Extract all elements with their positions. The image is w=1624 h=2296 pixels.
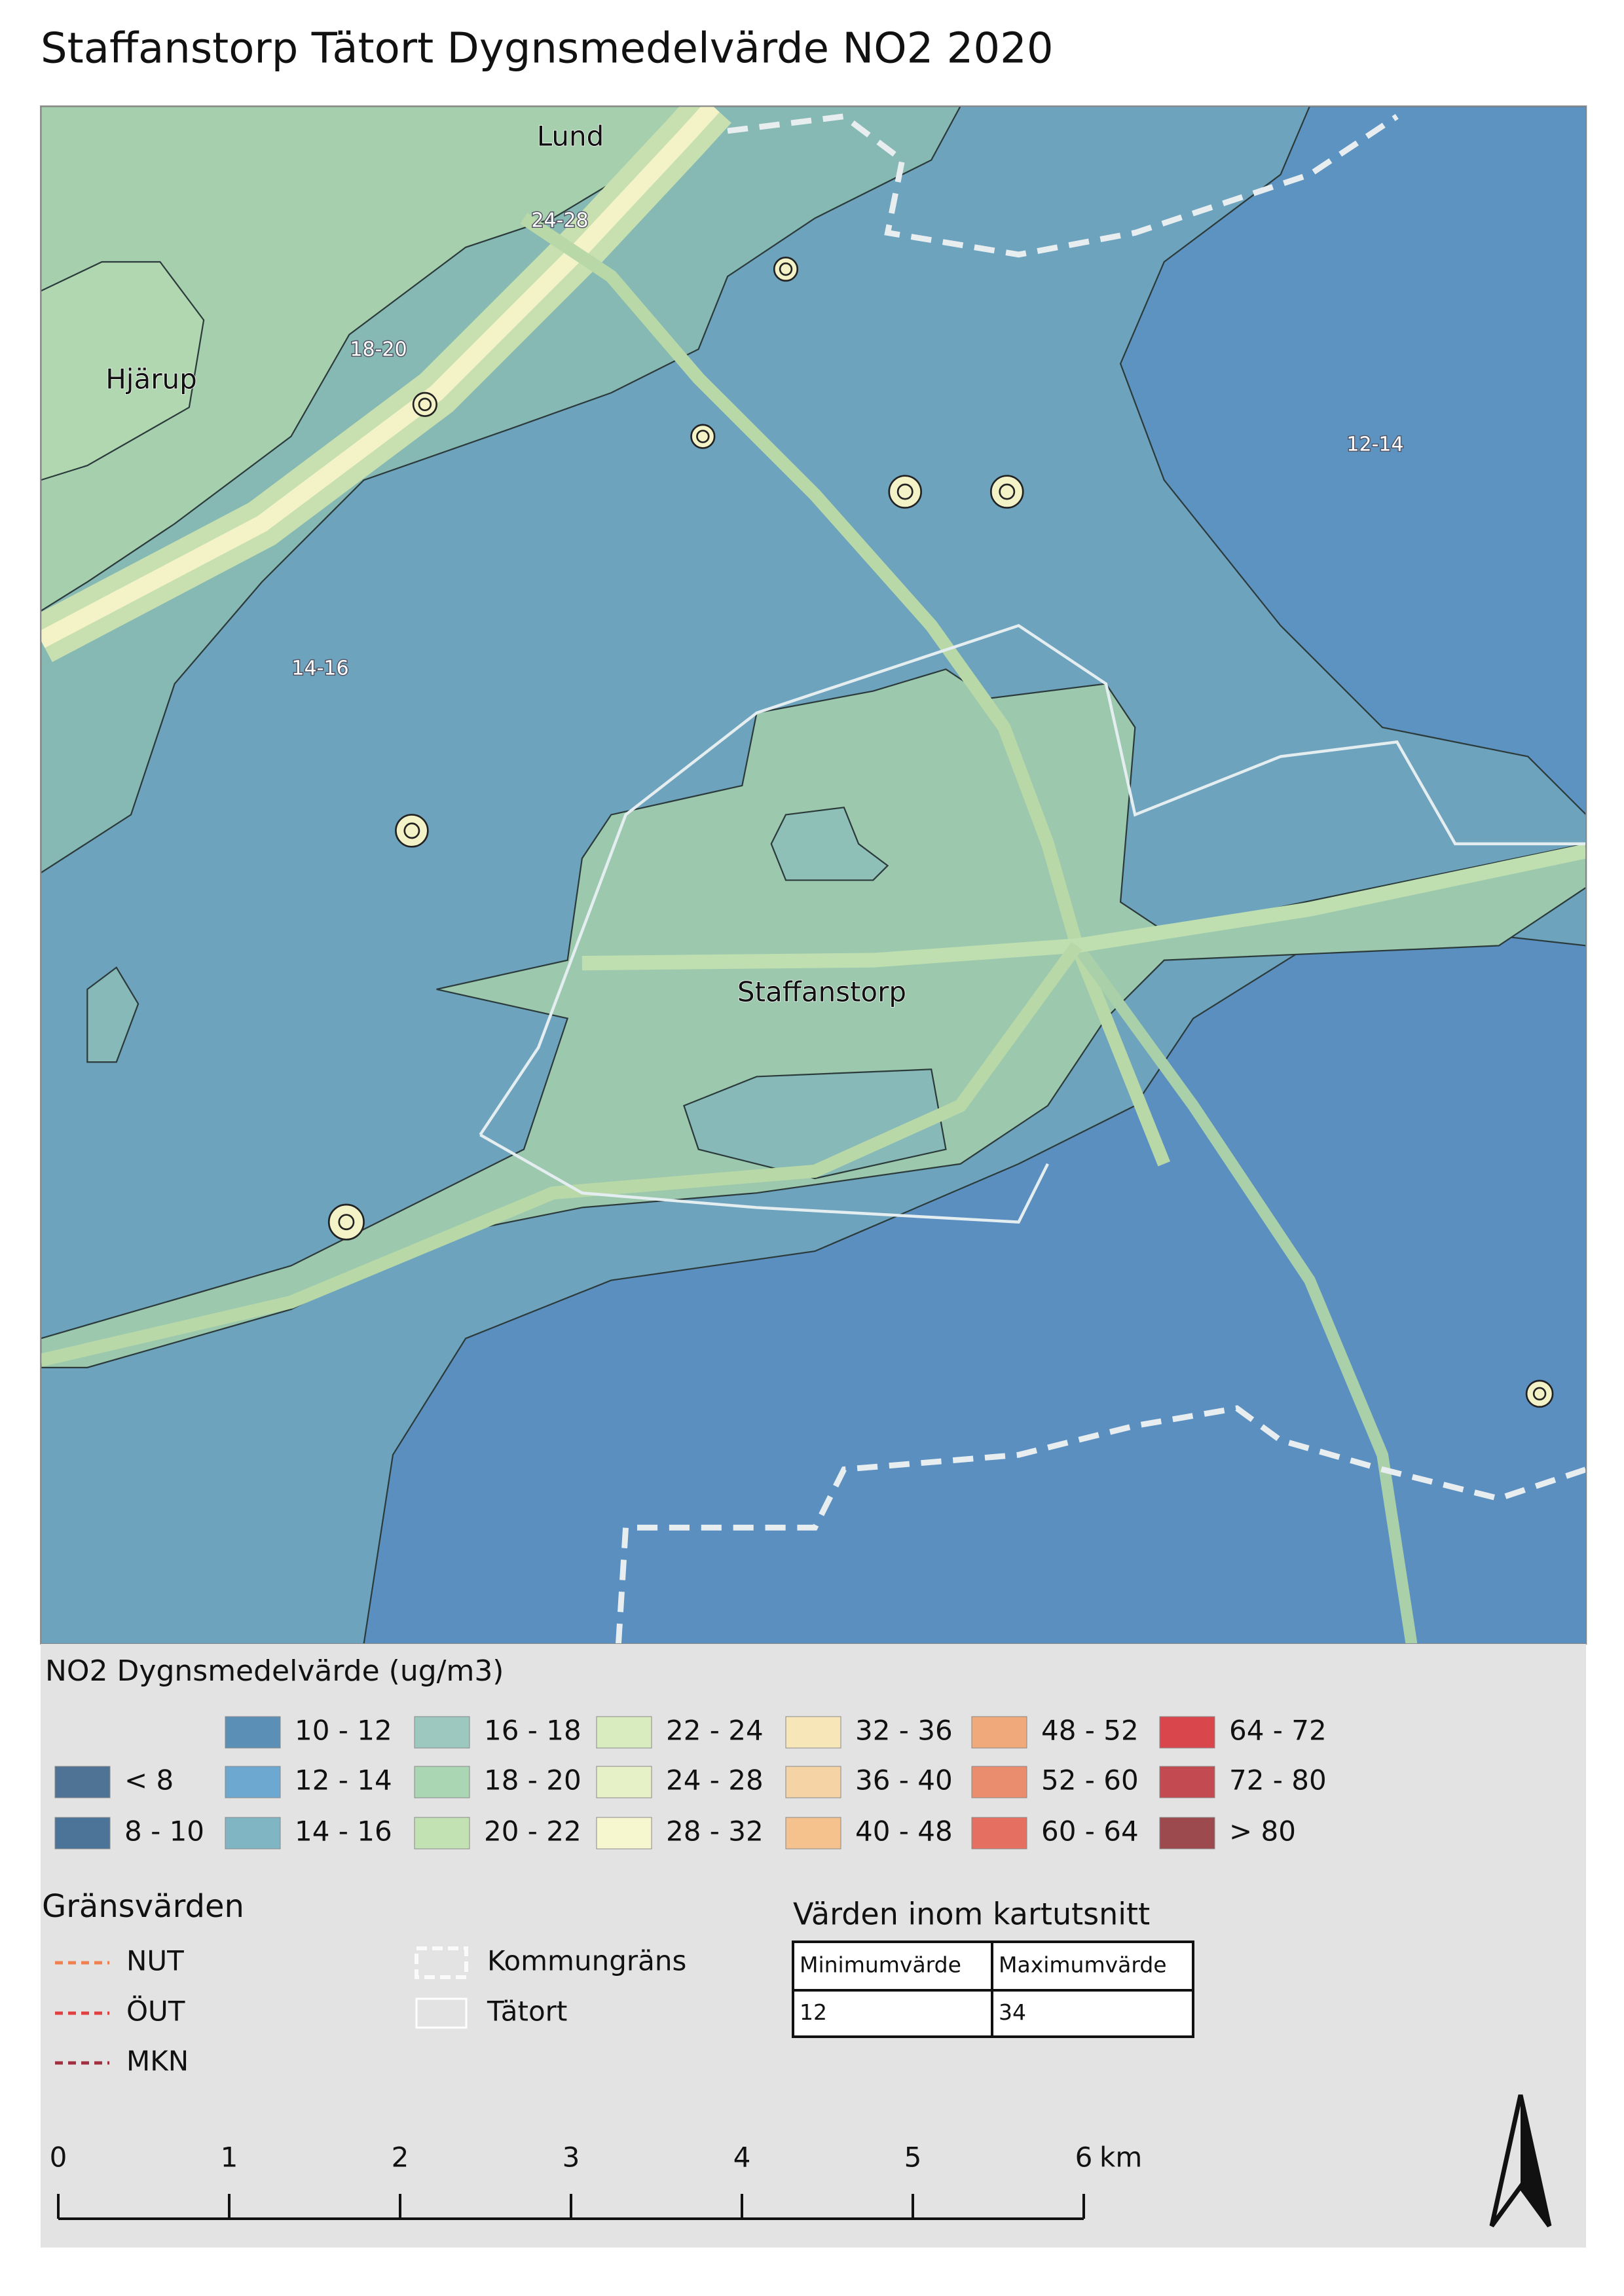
legend-swatch	[785, 1817, 841, 1850]
table-cell: 12	[800, 1999, 827, 2025]
table-header: Minimumvärde	[800, 1952, 961, 1978]
limit-label: NUT	[126, 1945, 184, 1977]
boundary-label: Kommungräns	[487, 1945, 686, 1977]
legend-label: 16 - 18	[484, 1715, 581, 1747]
place-label: Hjärup	[105, 363, 197, 395]
scale-label: 4	[733, 2141, 751, 2174]
legend-label: > 80	[1229, 1815, 1296, 1848]
place-label: Lund	[537, 120, 604, 153]
legend-swatch	[785, 1716, 841, 1749]
legend-swatch	[414, 1817, 470, 1850]
legend-swatch	[414, 1716, 470, 1749]
legend-swatch	[785, 1766, 841, 1798]
legend-label: 64 - 72	[1229, 1715, 1327, 1747]
limits-title: Gränsvärden	[42, 1888, 244, 1925]
north-arrow	[1489, 2094, 1552, 2228]
legend-label: 48 - 52	[1041, 1715, 1139, 1747]
contour-label: 24-28	[531, 210, 588, 232]
legend-label: 72 - 80	[1229, 1764, 1327, 1796]
legend-swatch	[596, 1766, 652, 1798]
contour-label: 12-14	[1346, 433, 1403, 456]
legend-label: 32 - 36	[855, 1715, 953, 1747]
map	[40, 105, 1587, 1645]
map-title: Staffanstorp Tätort Dygnsmedelvärde NO2 …	[41, 25, 1054, 73]
legend-swatch	[971, 1716, 1027, 1749]
legend-swatch	[971, 1817, 1027, 1850]
kommungrans-swatch	[415, 1946, 468, 1979]
legend-swatch	[54, 1766, 111, 1798]
legend-swatch	[225, 1716, 281, 1749]
legend-swatch	[1159, 1716, 1215, 1749]
table-cell: 34	[999, 1999, 1026, 2025]
legend-label: 14 - 16	[295, 1815, 392, 1848]
legend-label: 40 - 48	[855, 1815, 953, 1848]
scale-label: 0	[50, 2141, 67, 2174]
legend-swatch	[971, 1766, 1027, 1798]
place-label: Staffanstorp	[737, 976, 906, 1008]
legend-swatch	[414, 1766, 470, 1798]
boundary-label: Tätort	[487, 1995, 567, 2028]
scale-unit: km	[1099, 2141, 1142, 2174]
legend-label: 36 - 40	[855, 1764, 953, 1796]
scale-label: 3	[563, 2141, 580, 2174]
legend-swatch	[596, 1716, 652, 1749]
scale-label: 5	[904, 2141, 922, 2174]
legend-label: 12 - 14	[295, 1764, 392, 1796]
legend-label: < 8	[124, 1764, 174, 1796]
contour-label: 18-20	[350, 338, 407, 361]
scale-label: 1	[221, 2141, 238, 2174]
legend-swatch	[596, 1817, 652, 1850]
table-header: Maximumvärde	[999, 1952, 1167, 1978]
limit-label: MKN	[126, 2045, 189, 2077]
legend-label: 22 - 24	[666, 1715, 764, 1747]
legend-label: 10 - 12	[295, 1715, 392, 1747]
legend-swatch	[225, 1817, 281, 1850]
contour-label: 14-16	[291, 657, 348, 680]
scale-label: 2	[392, 2141, 409, 2174]
table-title: Värden inom kartutsnitt	[793, 1897, 1150, 1932]
legend-swatch	[225, 1766, 281, 1798]
legend-swatch	[1159, 1817, 1215, 1850]
legend-label: 20 - 22	[484, 1815, 581, 1848]
legend-swatch	[1159, 1766, 1215, 1798]
scale-label: 6	[1075, 2141, 1093, 2174]
tatort-swatch	[415, 1997, 468, 2029]
legend-label: 28 - 32	[666, 1815, 764, 1848]
legend-swatch	[54, 1817, 111, 1850]
legend-label: 18 - 20	[484, 1764, 581, 1796]
legend-title: NO2 Dygnsmedelvärde (ug/m3)	[45, 1654, 504, 1688]
limit-label: ÖUT	[126, 1995, 185, 2028]
legend-label: 52 - 60	[1041, 1764, 1139, 1796]
legend-label: 24 - 28	[666, 1764, 764, 1796]
legend-label: 8 - 10	[124, 1815, 204, 1848]
legend-label: 60 - 64	[1041, 1815, 1139, 1848]
